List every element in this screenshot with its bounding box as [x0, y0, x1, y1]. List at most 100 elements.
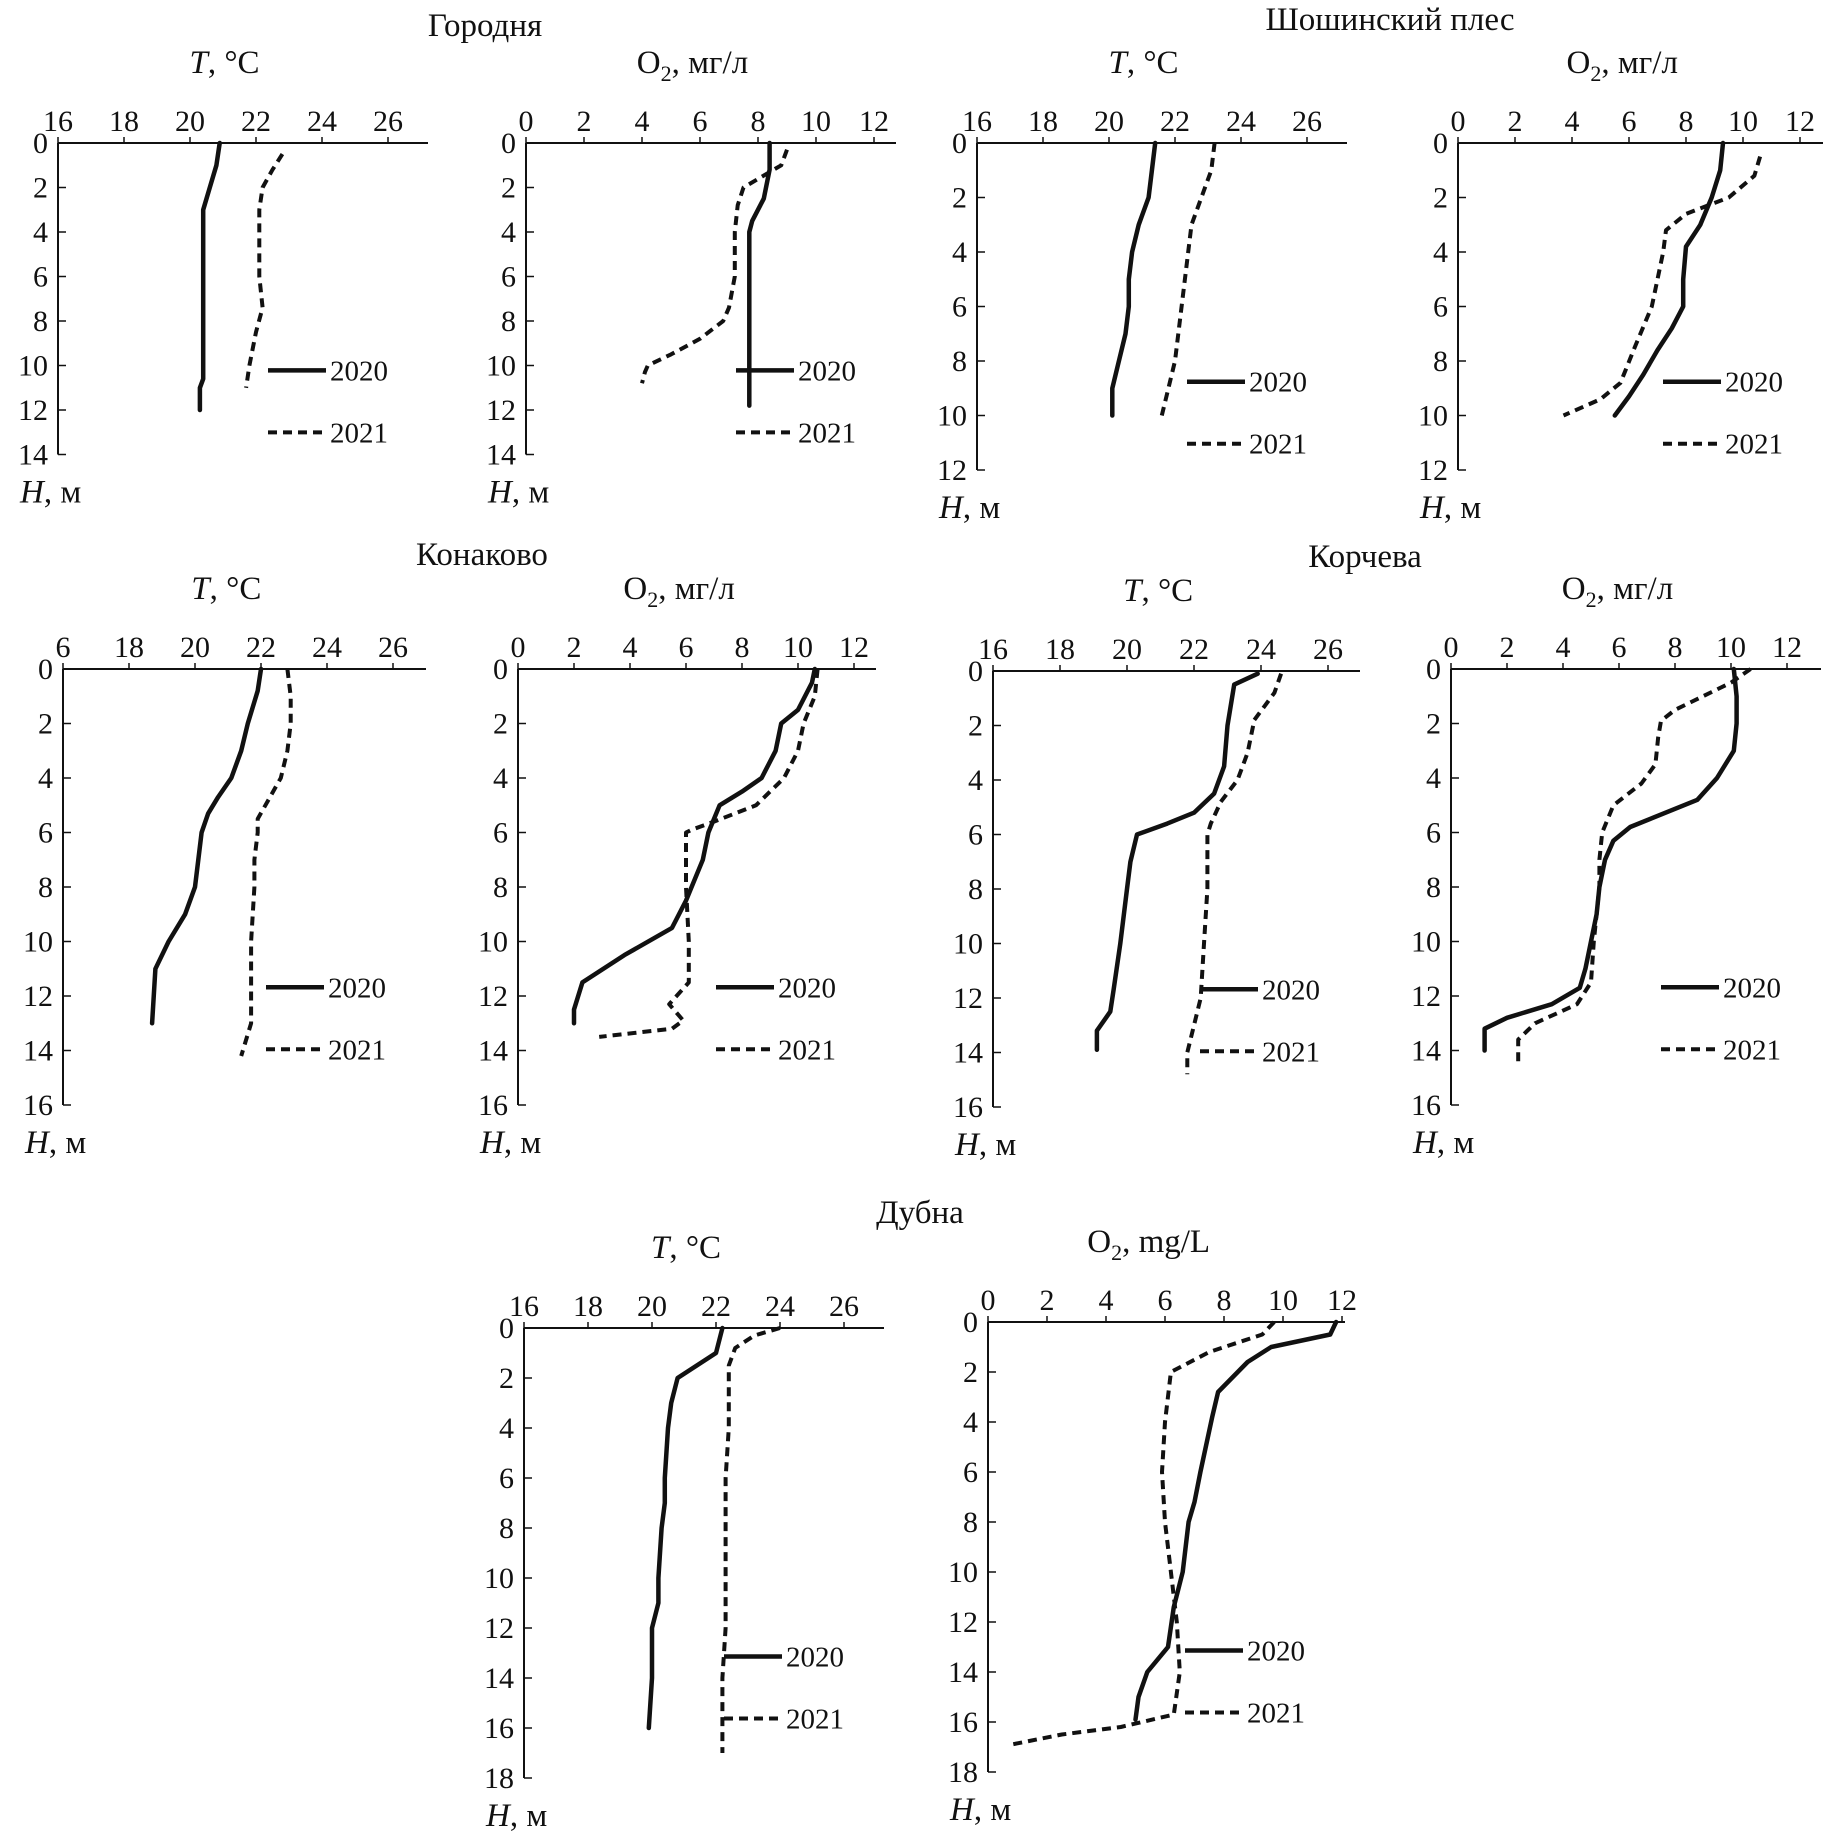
y-tick-label: 14 [948, 1656, 978, 1689]
y-axis-label: H, м [24, 1125, 86, 1161]
y-tick-label: 6 [952, 291, 967, 324]
y-axis-label: H, м [949, 1792, 1011, 1828]
x-tick-label: 2 [567, 631, 582, 664]
y-tick-label: 14 [23, 1035, 53, 1068]
panel-title: O2, мг/л [623, 571, 734, 612]
x-tick-label: 4 [623, 631, 638, 664]
series-line-2020 [571, 666, 818, 1026]
y-axis-label: H, м [19, 475, 81, 511]
y-tick-label: 0 [501, 127, 516, 160]
x-tick-label: 8 [751, 105, 766, 138]
x-tick-label: 18 [114, 631, 144, 664]
y-tick-label: 6 [501, 261, 516, 294]
panel-title: T, °C [651, 1230, 721, 1266]
y-tick-label: 8 [501, 305, 516, 338]
y-tick-label: 8 [963, 1506, 978, 1539]
chart-panel: 0 2 4 6 8 10 12 0 2 4 6 8 10 12 14 16 O2, мг/л H, м 2020 20… [478, 571, 876, 1161]
x-tick-label: 26 [378, 631, 408, 664]
y-tick-label: 0 [963, 1306, 978, 1339]
legend-label-2020: 2020 [1249, 367, 1307, 399]
y-tick-label: 12 [1411, 980, 1441, 1013]
y-tick-label: 14 [953, 1037, 983, 1070]
y-tick-label: 2 [33, 172, 48, 205]
x-tick-label: 16 [962, 105, 992, 138]
y-tick-label: 10 [484, 1562, 514, 1595]
series-line-2021 [640, 149, 789, 384]
y-tick-label: 4 [1426, 762, 1441, 795]
y-tick-label: 14 [484, 1662, 514, 1695]
y-tick-label: 0 [968, 655, 983, 688]
panel-title: T, °C [191, 571, 261, 607]
series-line-2020 [1110, 140, 1158, 418]
y-tick-label: 4 [952, 236, 967, 269]
x-tick-label: 10 [1716, 631, 1746, 664]
y-tick-label: 2 [493, 708, 508, 741]
chart-panel: 0 2 4 6 8 10 12 0 2 4 6 8 10 12 14 16 18 O2, mg/L H, м 2020… [948, 1224, 1357, 1828]
y-tick-label: 4 [499, 1412, 514, 1445]
x-tick-label: 24 [312, 631, 342, 664]
y-tick-label: 4 [1433, 236, 1448, 269]
x-tick-label: 2 [1040, 1284, 1055, 1317]
y-tick-label: 16 [478, 1089, 508, 1122]
y-axis-label: H, м [938, 490, 1000, 526]
x-tick-label: 4 [1565, 105, 1580, 138]
x-tick-label: 22 [246, 631, 276, 664]
y-tick-label: 16 [953, 1091, 983, 1124]
legend-label-2020: 2020 [1247, 1636, 1305, 1668]
x-tick-label: 8 [1668, 631, 1683, 664]
y-tick-label: 12 [937, 454, 967, 487]
legend-label-2021: 2021 [1262, 1036, 1320, 1068]
legend-label-2020: 2020 [330, 355, 388, 387]
legend-label-2021: 2021 [786, 1704, 844, 1736]
y-tick-label: 2 [968, 710, 983, 743]
y-tick-label: 18 [948, 1756, 978, 1789]
legend-label-2021: 2021 [1247, 1698, 1305, 1730]
x-tick-label: 18 [109, 105, 139, 138]
legend-label-2021: 2021 [798, 417, 856, 449]
x-tick-label: 0 [511, 631, 526, 664]
panel-title: O2, mg/L [1087, 1224, 1210, 1265]
chart-panel: 0 2 4 6 8 10 12 0 2 4 6 8 10 12 14 O2, мг/л H, м 2020 2021 [486, 45, 896, 511]
y-tick-label: 8 [493, 871, 508, 904]
y-tick-label: 8 [968, 873, 983, 906]
x-tick-label: 0 [981, 1284, 996, 1317]
legend-label-2020: 2020 [786, 1642, 844, 1674]
y-tick-label: 2 [38, 708, 53, 741]
legend-label-2021: 2021 [1725, 429, 1783, 461]
y-tick-label: 6 [33, 261, 48, 294]
y-tick-label: 10 [478, 926, 508, 959]
y-tick-label: 6 [1426, 817, 1441, 850]
series-line-2020 [197, 140, 222, 413]
x-tick-label: 10 [783, 631, 813, 664]
x-tick-label: 24 [307, 105, 337, 138]
x-tick-label: 22 [1160, 105, 1190, 138]
y-tick-label: 4 [501, 216, 516, 249]
y-tick-label: 12 [1418, 454, 1448, 487]
y-tick-label: 6 [968, 819, 983, 852]
legend-label-2020: 2020 [1723, 972, 1781, 1004]
x-tick-label: 26 [373, 105, 403, 138]
legend-label-2021: 2021 [328, 1034, 386, 1066]
x-tick-label: 2 [577, 105, 592, 138]
x-tick-label: 12 [859, 105, 889, 138]
y-tick-label: 10 [948, 1556, 978, 1589]
panel-title: T, °C [189, 45, 259, 81]
station-title-shoshinsky-ples: Шошинский плес [1265, 2, 1514, 38]
y-tick-label: 0 [38, 653, 53, 686]
y-tick-label: 6 [499, 1462, 514, 1495]
y-tick-label: 2 [963, 1356, 978, 1389]
x-tick-label: 12 [1327, 1284, 1357, 1317]
x-tick-label: 18 [1045, 633, 1075, 666]
series-line-2020 [1482, 666, 1739, 1053]
y-axis-label: H, м [1412, 1125, 1474, 1161]
station-title-gorodnya: Городня [428, 8, 542, 44]
y-tick-label: 16 [948, 1706, 978, 1739]
x-tick-label: 16 [43, 105, 73, 138]
y-tick-label: 12 [948, 1606, 978, 1639]
series-line-2021 [1516, 667, 1752, 1065]
x-tick-label: 16 [978, 633, 1008, 666]
